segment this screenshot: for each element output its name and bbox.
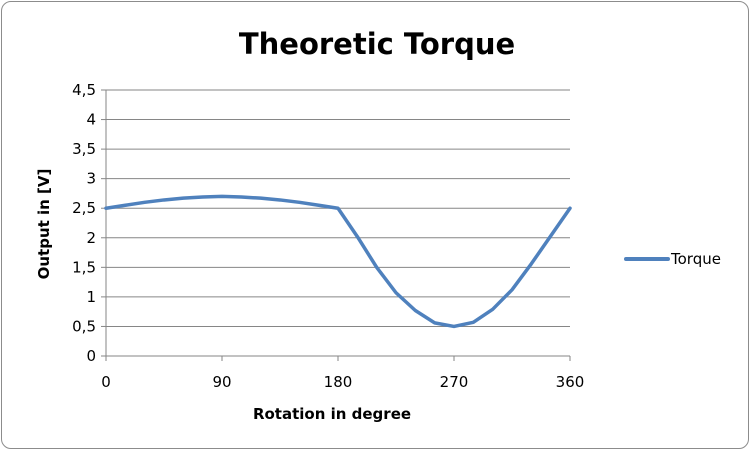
series-line-torque	[104, 194, 572, 329]
y-tick-label: 4,5	[72, 81, 96, 99]
y-tick-label: 1,5	[72, 258, 96, 276]
y-tick-label: 0,5	[72, 317, 96, 335]
series-layer	[104, 194, 572, 329]
x-tick-labels: 0 90 180 270 360	[101, 373, 584, 391]
y-axis-title: Output in [V]	[35, 169, 53, 280]
x-axis-title: Rotation in degree	[253, 405, 411, 423]
x-tick-label: 180	[324, 373, 353, 391]
y-tick-label: 2,5	[72, 199, 96, 217]
y-tick-label: 3	[86, 170, 96, 188]
y-tick-label: 0	[86, 347, 96, 365]
chart-title: Theoretic Torque	[239, 27, 515, 61]
y-tick-label: 3,5	[72, 140, 96, 158]
y-tick-label: 4	[86, 111, 96, 129]
x-tick-label: 270	[440, 373, 469, 391]
legend-label-torque: Torque	[670, 250, 721, 268]
y-tick-label: 1	[86, 288, 96, 306]
legend: Torque	[624, 250, 721, 268]
y-tick-labels: 0 0,5 1 1,5 2 2,5 3 3,5 4 4,5	[72, 81, 96, 365]
x-tick-label: 90	[212, 373, 231, 391]
y-tick-label: 2	[86, 229, 96, 247]
x-tick-label: 360	[556, 373, 585, 391]
axis-layer	[101, 89, 571, 361]
x-tick-label: 0	[101, 373, 111, 391]
